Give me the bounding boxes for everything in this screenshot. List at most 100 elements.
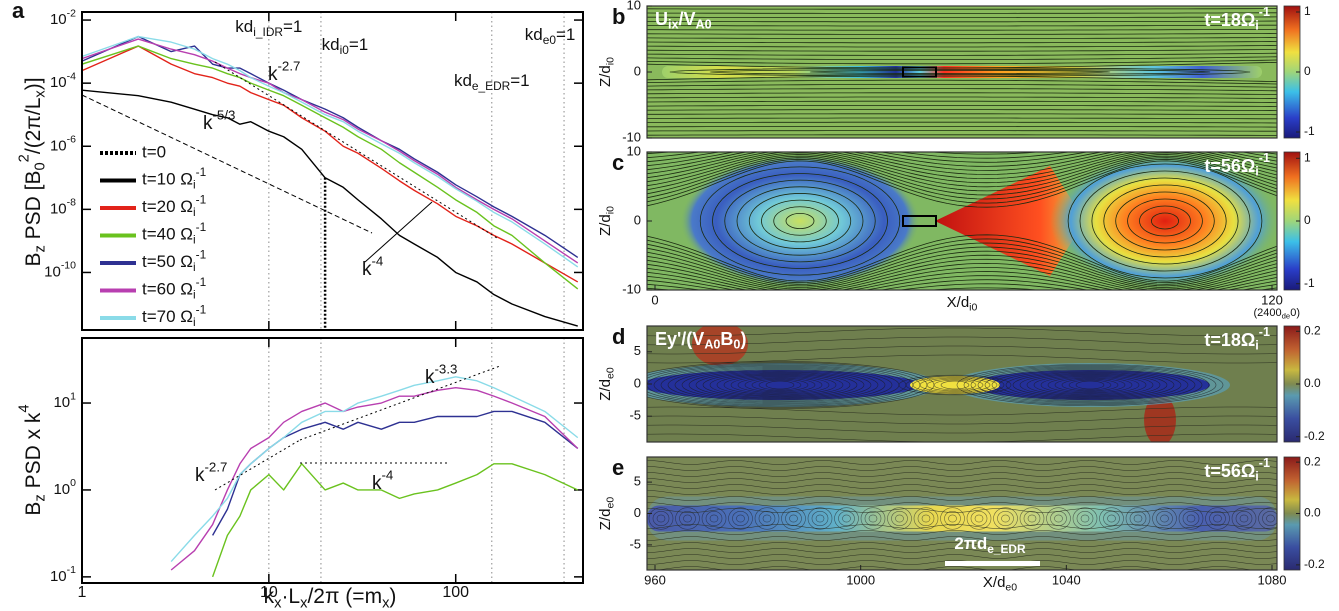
field-line <box>647 152 1277 188</box>
text-run: i0 <box>340 43 350 57</box>
field-line <box>701 507 727 530</box>
text-run: =1 <box>556 25 575 44</box>
field-line <box>647 530 1277 535</box>
field-line <box>647 152 1277 184</box>
y-tick-label: 101 <box>53 390 76 411</box>
field-line <box>1205 507 1230 530</box>
text-run: -1 <box>196 247 207 261</box>
colorbar-tick-label: 0.2 <box>1304 454 1321 468</box>
text-run: i <box>193 288 196 302</box>
field-line <box>1072 507 1098 530</box>
field-line <box>748 193 852 249</box>
legend-label: t=60 Ωi-1 <box>142 275 207 302</box>
field-line <box>647 152 1277 159</box>
field-line <box>647 121 1277 124</box>
text-run: =1 <box>510 71 529 90</box>
field-line <box>1054 514 1063 523</box>
panel-letter: b <box>612 4 625 29</box>
power-law-label: k-4 <box>372 467 393 494</box>
text-run: k <box>264 585 275 608</box>
text-run: A0 <box>696 18 712 32</box>
field-line <box>647 433 1277 442</box>
text-run: t=56Ω <box>1204 461 1255 481</box>
field-line <box>868 514 878 523</box>
field-line <box>709 372 851 398</box>
annotation: kdi0=1 <box>322 35 369 57</box>
field-line <box>647 484 1277 489</box>
spectrum-line <box>82 89 578 327</box>
colorbar-tick-label: 0 <box>1304 213 1311 227</box>
field-line <box>647 250 1277 288</box>
text-run: x <box>382 595 390 611</box>
field-line <box>688 369 872 401</box>
colorbar-tick-label: 0.2 <box>1304 323 1321 337</box>
legend-label: t=10 Ωi-1 <box>142 165 207 192</box>
text-run: -1 <box>1259 5 1270 19</box>
field-line <box>940 507 965 530</box>
text-run: -10 <box>61 259 76 271</box>
plot-area <box>82 35 579 330</box>
field-line <box>647 327 1277 337</box>
field-line <box>1019 372 1161 398</box>
plot-frame <box>81 337 584 584</box>
field-line <box>842 514 851 523</box>
colorbar-tick-label: -1 <box>1304 276 1315 290</box>
field-line <box>1026 373 1154 397</box>
field-line <box>998 369 1182 401</box>
x-tick-label: 1000 <box>846 572 875 587</box>
field-line <box>811 510 829 526</box>
guide-line <box>81 94 373 234</box>
field-line <box>647 152 1277 171</box>
field-line <box>647 92 1277 95</box>
text-run: x <box>32 90 48 98</box>
colorbar-tick-label: -1 <box>1304 124 1315 138</box>
text-run: -8 <box>67 196 76 208</box>
text-run: e0 <box>604 497 616 509</box>
legend-label: t=40 Ωi-1 <box>142 220 207 247</box>
text-run: x <box>274 595 282 611</box>
text-run: i <box>193 178 196 192</box>
field-line <box>647 536 1277 541</box>
text-run: i <box>193 233 196 247</box>
field-line <box>762 514 772 523</box>
plot-frame <box>81 11 584 331</box>
field-line <box>647 56 1277 60</box>
text-run: t=60 Ω <box>142 280 193 299</box>
field-line <box>647 113 1277 116</box>
field-line <box>807 507 833 530</box>
field-line <box>1107 514 1116 523</box>
plot-area <box>170 376 579 578</box>
field-line <box>681 368 879 402</box>
y-tick-label: 10-8 <box>50 196 76 217</box>
text-run: k <box>425 367 435 388</box>
field-line <box>917 510 935 526</box>
annotation: kde0=1 <box>525 25 576 47</box>
power-law-label: k-3.3 <box>425 361 457 388</box>
x-tick-label: 10 <box>260 584 278 601</box>
legend-label: t=0 <box>142 142 166 161</box>
text-run: /2π (=m <box>307 585 382 608</box>
time-label: t=18Ωi-1 <box>1204 5 1270 33</box>
field-line <box>1103 184 1227 258</box>
field-line <box>773 206 827 236</box>
text-run: kd <box>525 25 543 44</box>
text-run: Z/d <box>597 509 614 531</box>
text-run: z <box>32 494 48 501</box>
annotation: kde_EDR=1 <box>454 71 530 93</box>
field-line <box>754 507 780 530</box>
field-line <box>647 472 1277 477</box>
y-tick-label: 0 <box>634 375 641 390</box>
field-blob <box>692 326 748 366</box>
field-line <box>647 154 1277 192</box>
text-run: kd <box>454 71 472 90</box>
field-line <box>1235 510 1253 526</box>
field-line <box>674 367 886 402</box>
x-tick-label: 120 <box>1261 292 1283 307</box>
text-run: 10 <box>53 481 70 498</box>
field-line <box>758 510 776 526</box>
field-line <box>1266 514 1275 523</box>
field-line <box>1005 370 1175 400</box>
field-line <box>1068 379 1112 391</box>
text-run: i0 <box>604 57 616 65</box>
